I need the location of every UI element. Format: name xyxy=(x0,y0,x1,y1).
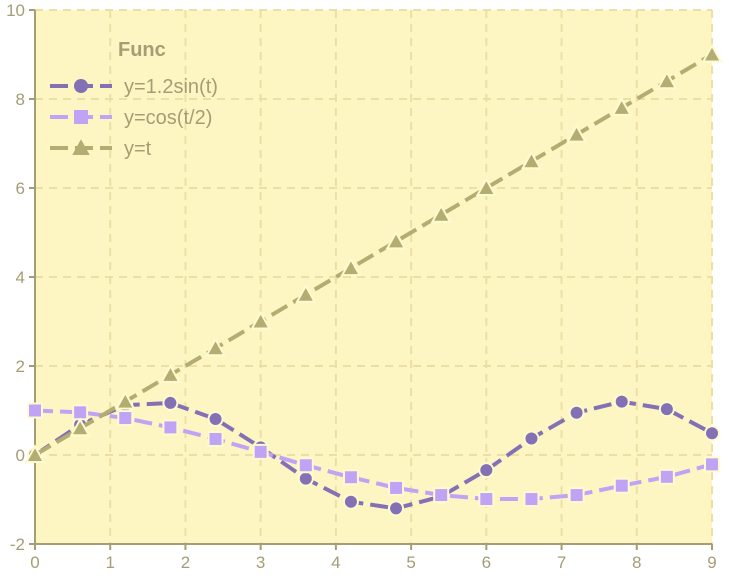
data-point xyxy=(207,410,224,427)
gridlines xyxy=(35,9,713,544)
data-point xyxy=(159,364,181,383)
data-point xyxy=(430,203,452,223)
x-tick-label: 9 xyxy=(707,553,716,572)
series-line xyxy=(34,408,713,502)
data-point xyxy=(611,97,633,116)
data-point xyxy=(114,390,136,410)
series-2 xyxy=(27,402,720,508)
data-point xyxy=(295,283,317,303)
legend-label: y=1.2sin(t) xyxy=(124,76,218,98)
data-point xyxy=(207,430,224,447)
data-point xyxy=(69,417,91,437)
series-3 xyxy=(24,43,723,463)
data-point xyxy=(658,468,675,485)
data-point xyxy=(252,443,269,460)
x-tick-label: 4 xyxy=(331,553,340,572)
legend-item: y=t xyxy=(50,138,152,160)
y-tick-label: -2 xyxy=(10,535,25,554)
y-tick-label: 6 xyxy=(16,179,25,198)
data-point xyxy=(613,477,630,494)
data-point xyxy=(478,491,495,508)
y-tick-label: 0 xyxy=(16,446,25,465)
x-tick-label: 8 xyxy=(632,553,641,572)
y-tick-label: 10 xyxy=(6,1,25,20)
x-tick-label: 7 xyxy=(557,553,566,572)
data-point xyxy=(521,150,542,170)
data-point xyxy=(433,487,450,504)
axes: 0 1 2 3 4 5 6 7 8 9 -2 0 2 4 6 8 10 xyxy=(6,1,717,572)
y-tick-label: 4 xyxy=(16,268,25,287)
data-point xyxy=(340,257,362,277)
data-point xyxy=(566,123,588,143)
series-line xyxy=(33,52,714,457)
legend-swatch-marker xyxy=(74,79,88,93)
data-point xyxy=(205,337,226,357)
legend: Func y=1.2sin(t) y=cos(t/2) y=t xyxy=(50,39,218,160)
data-point xyxy=(523,491,540,508)
data-point xyxy=(613,393,630,410)
data-point xyxy=(342,493,359,510)
series-layer xyxy=(24,43,723,517)
legend-title: Func xyxy=(118,39,166,61)
data-point xyxy=(27,402,43,419)
data-point xyxy=(523,430,540,447)
data-point xyxy=(72,404,89,421)
data-point xyxy=(478,462,495,479)
x-tick-label: 2 xyxy=(181,553,190,572)
data-point xyxy=(162,419,179,436)
legend-label: y=t xyxy=(124,138,152,160)
y-tick-label: 2 xyxy=(16,357,25,376)
data-point xyxy=(568,404,585,421)
data-point xyxy=(342,469,359,486)
data-point xyxy=(297,457,314,474)
legend-label: y=cos(t/2) xyxy=(124,107,212,129)
x-tick-label: 0 xyxy=(30,553,39,572)
x-tick-label: 1 xyxy=(105,553,114,572)
data-point xyxy=(388,500,405,517)
legend-swatch-marker xyxy=(74,110,88,124)
legend-item: y=cos(t/2) xyxy=(50,107,212,129)
data-point xyxy=(701,43,723,63)
data-point xyxy=(704,456,720,473)
data-point xyxy=(704,425,720,442)
data-point xyxy=(297,470,314,487)
data-point xyxy=(658,401,675,418)
data-point xyxy=(388,479,405,496)
data-point xyxy=(24,444,46,463)
data-point xyxy=(475,177,497,196)
legend-item: y=1.2sin(t) xyxy=(50,76,218,98)
legend-swatch-marker xyxy=(72,139,90,155)
data-point xyxy=(162,394,179,411)
series-line xyxy=(33,399,713,511)
data-point xyxy=(117,410,134,427)
data-point xyxy=(568,487,585,504)
data-point xyxy=(385,230,407,250)
x-tick-label: 5 xyxy=(406,553,415,572)
y-tick-label: 8 xyxy=(16,90,25,109)
x-tick-label: 6 xyxy=(482,553,491,572)
data-point xyxy=(656,70,678,90)
x-tick-label: 3 xyxy=(256,553,265,572)
data-point xyxy=(250,310,272,330)
